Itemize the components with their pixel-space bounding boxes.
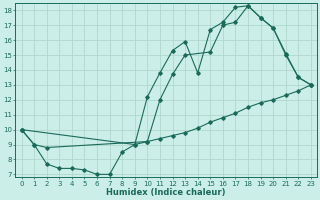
X-axis label: Humidex (Indice chaleur): Humidex (Indice chaleur)	[107, 188, 226, 197]
